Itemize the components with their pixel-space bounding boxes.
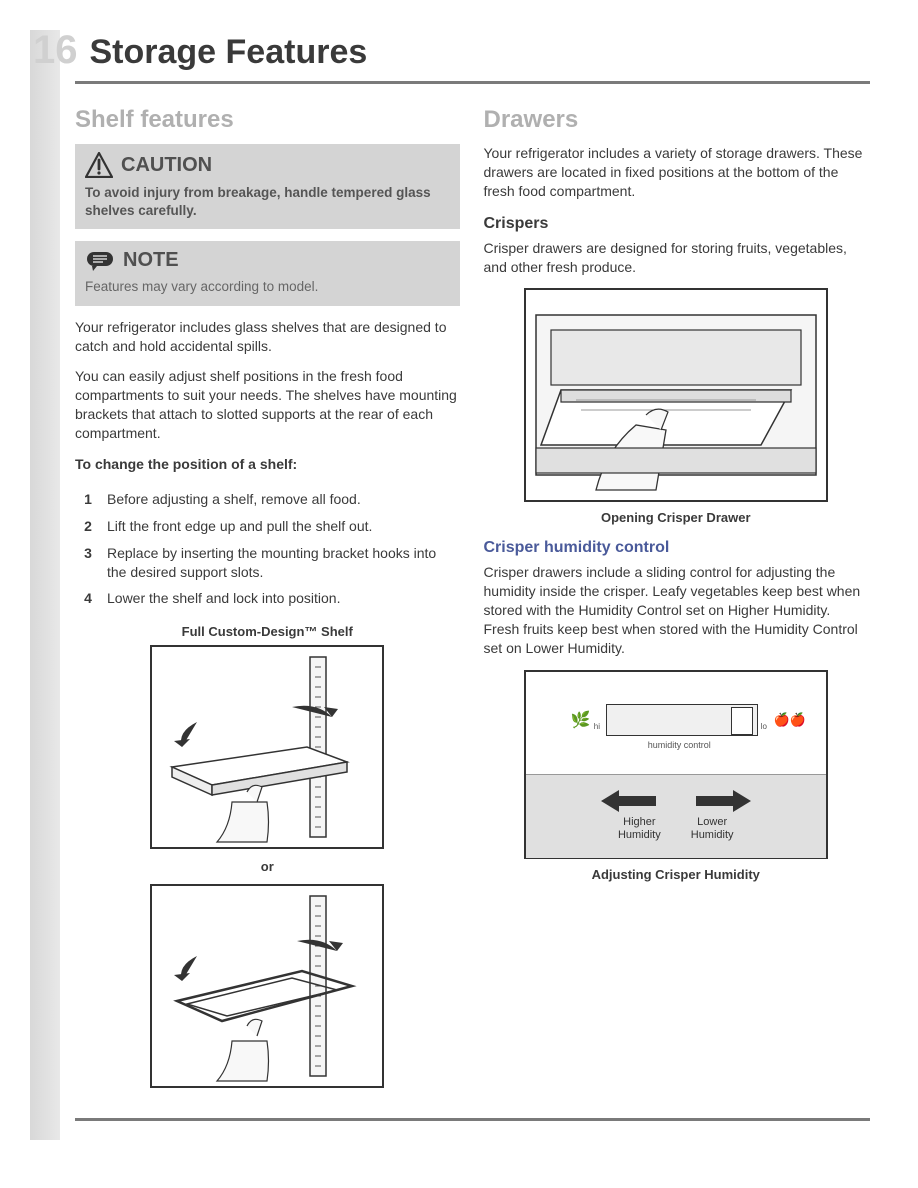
steps-heading: To change the position of a shelf: bbox=[75, 455, 460, 474]
right-column: Drawers Your refrigerator includes a var… bbox=[484, 106, 869, 1088]
crisper-fig-caption: Opening Crisper Drawer bbox=[484, 510, 869, 525]
header-rule bbox=[75, 81, 870, 84]
steps-list: Before adjusting a shelf, remove all foo… bbox=[75, 490, 460, 608]
step-item: Before adjusting a shelf, remove all foo… bbox=[75, 490, 460, 509]
higher-humidity-label: HigherHumidity bbox=[618, 816, 661, 842]
shelf-illustration-2 bbox=[152, 886, 382, 1086]
crispers-para: Crisper drawers are designed for storing… bbox=[484, 239, 869, 277]
caution-box: CAUTION To avoid injury from breakage, h… bbox=[75, 144, 460, 229]
drawers-para: Your refrigerator includes a variety of … bbox=[484, 144, 869, 201]
step-item: Replace by inserting the mounting bracke… bbox=[75, 544, 460, 582]
humidity-slider-track bbox=[606, 704, 758, 736]
leaf-lo-icon: 🍎🍎 bbox=[774, 712, 806, 728]
page-header: 16 Storage Features bbox=[75, 28, 868, 73]
crispers-heading: Crispers bbox=[484, 215, 869, 233]
note-icon bbox=[85, 250, 115, 272]
humidity-fig-caption: Adjusting Crisper Humidity bbox=[484, 867, 869, 882]
caution-label: CAUTION bbox=[121, 154, 212, 177]
page-title: Storage Features bbox=[90, 33, 368, 72]
note-label: NOTE bbox=[123, 249, 179, 272]
drawer-illustration bbox=[526, 290, 826, 500]
note-box: NOTE Features may vary according to mode… bbox=[75, 241, 460, 306]
lower-humidity-label: LowerHumidity bbox=[691, 816, 734, 842]
caution-icon bbox=[85, 152, 113, 178]
page-number: 16 bbox=[33, 28, 78, 73]
left-column: Shelf features CAUTION To avoid injury f… bbox=[75, 106, 460, 1088]
footer-rule bbox=[75, 1118, 870, 1121]
shelf-fig1-caption: Full Custom-Design™ Shelf bbox=[75, 624, 460, 639]
leaf-hi-icon: 🌿 bbox=[571, 710, 591, 730]
shelf-figure-1 bbox=[150, 645, 384, 849]
humidity-control-label: humidity control bbox=[648, 740, 711, 750]
arrow-left-icon bbox=[601, 790, 656, 812]
side-bar-decoration bbox=[30, 30, 60, 1140]
arrow-right-icon bbox=[696, 790, 751, 812]
lo-label: lo bbox=[761, 722, 767, 731]
shelf-para-2: You can easily adjust shelf positions in… bbox=[75, 367, 460, 443]
step-item: Lower the shelf and lock into position. bbox=[75, 589, 460, 608]
shelf-illustration-1 bbox=[152, 647, 382, 847]
shelf-features-heading: Shelf features bbox=[75, 106, 460, 134]
drawers-heading: Drawers bbox=[484, 106, 869, 134]
caution-text: To avoid injury from breakage, handle te… bbox=[85, 184, 450, 219]
humidity-heading: Crisper humidity control bbox=[484, 539, 869, 557]
shelf-para-1: Your refrigerator includes glass shelves… bbox=[75, 318, 460, 356]
note-text: Features may vary according to model. bbox=[85, 278, 450, 296]
humidity-figure: 🌿 hi lo 🍎🍎 humidity control bbox=[524, 670, 828, 859]
humidity-para: Crisper drawers include a sliding contro… bbox=[484, 563, 869, 657]
content-columns: Shelf features CAUTION To avoid injury f… bbox=[75, 106, 868, 1088]
shelf-figure-2 bbox=[150, 884, 384, 1088]
fig-separator: or bbox=[75, 859, 460, 874]
humidity-slider-handle bbox=[731, 707, 753, 735]
step-item: Lift the front edge up and pull the shel… bbox=[75, 517, 460, 536]
hi-label: hi bbox=[594, 722, 600, 731]
crisper-drawer-figure bbox=[524, 288, 828, 502]
